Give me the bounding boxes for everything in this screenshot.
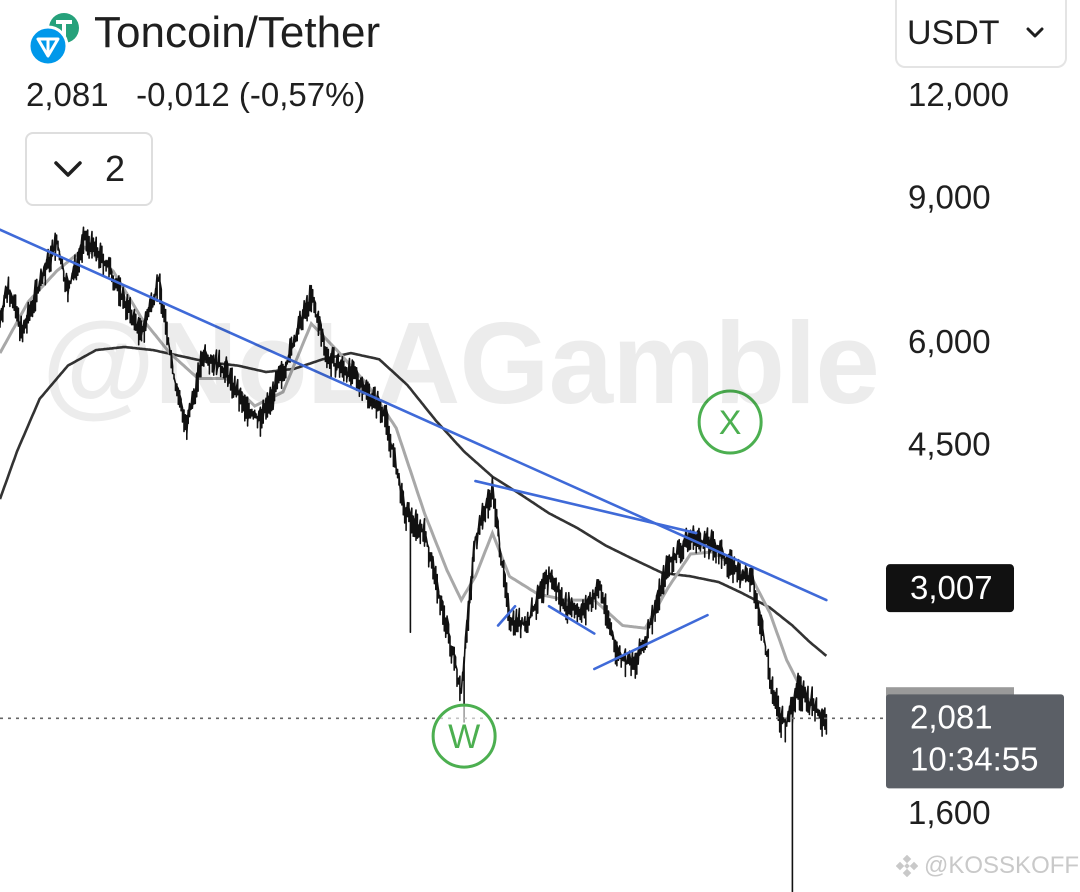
binance-logo-icon xyxy=(896,855,918,877)
level-price-badge xyxy=(886,564,1014,613)
currency-select[interactable]: USDT xyxy=(895,0,1067,68)
pair-title: Toncoin/Tether xyxy=(94,8,381,57)
wave-label-text: X xyxy=(719,404,742,442)
candle-countdown-text: 10:34:55 xyxy=(910,740,1038,777)
toncoin-tether-logo-icon xyxy=(26,10,82,67)
y-tick-label: 9,000 xyxy=(908,179,991,216)
credit-watermark: @KOSSKOFF xyxy=(896,852,1079,880)
fast-ma-line xyxy=(0,245,817,708)
wave-label-x[interactable]: X xyxy=(697,389,763,455)
indicators-toggle-button[interactable]: 2 xyxy=(25,132,153,206)
y-tick-label: 1,600 xyxy=(908,794,991,831)
price-change-percent: (-0,57%) xyxy=(238,76,366,113)
chevron-down-icon xyxy=(1026,27,1044,38)
wave-label-text: W xyxy=(448,718,480,756)
trendline-descending-resistance[interactable] xyxy=(0,228,828,602)
last-price-text: 2,081 xyxy=(910,698,993,735)
level-price-text: 3,007 xyxy=(910,569,993,606)
price-change: -0,012 xyxy=(136,76,230,113)
last-price-badge xyxy=(886,694,1064,789)
y-tick-label: 4,500 xyxy=(908,426,991,463)
trendline-channel-left[interactable] xyxy=(496,604,517,627)
price-series-line xyxy=(0,226,828,892)
trendline-channel-mid[interactable] xyxy=(547,604,596,635)
wave-label-w[interactable]: W xyxy=(431,703,497,769)
current-price: 2,081 xyxy=(26,76,109,113)
y-tick-label: 12,000 xyxy=(908,76,1009,113)
credit-text: @KOSSKOFF xyxy=(924,852,1080,879)
slow-ma-line xyxy=(0,345,828,657)
y-tick-label: 6,000 xyxy=(908,323,991,360)
wave-label-circle xyxy=(697,389,763,455)
trendline-triangle-upper[interactable] xyxy=(474,479,698,535)
currency-value: USDT xyxy=(907,13,1000,52)
wave-label-circle xyxy=(431,703,497,769)
watermark-text: @NoLAGamble xyxy=(42,298,880,428)
trendline-triangle-lower[interactable] xyxy=(592,613,709,671)
indicator-count: 2 xyxy=(104,148,126,189)
chevron-down-icon xyxy=(54,161,82,177)
price-summary: 2,081 -0,012 (-0,57%) xyxy=(26,76,365,114)
